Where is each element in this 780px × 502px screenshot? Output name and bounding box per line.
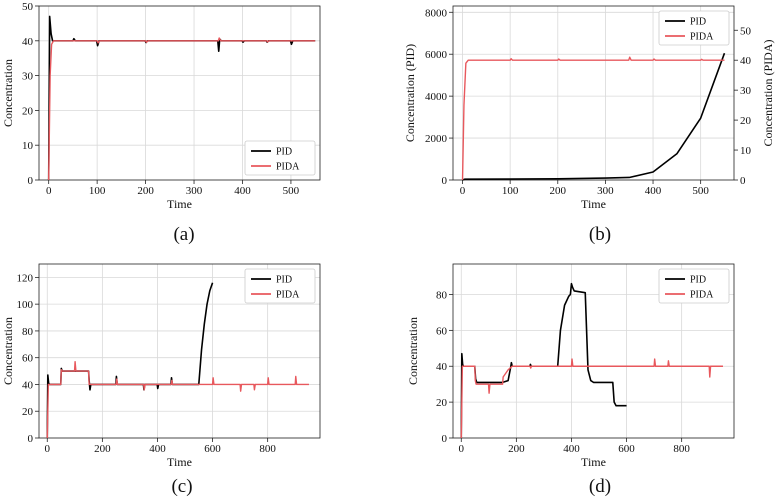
chart-a: 0 100 200 300 400 500 0 10 20 30 40 50 Time Concentra…: [1, 1, 321, 245]
plot-frame: [38, 263, 321, 439]
y-right-tick-label: 20: [740, 115, 752, 127]
y-tick-label: 60: [22, 353, 34, 365]
x-tick-label: 600: [618, 443, 635, 455]
y-axis-label: Concentration: [1, 317, 15, 385]
x-axis-label: Time: [581, 455, 606, 469]
x-tick-label: 100: [502, 185, 519, 197]
y-tick-label: 30: [22, 71, 34, 83]
series-line-pida: [461, 56, 725, 181]
x-tick-label: 300: [186, 185, 203, 197]
x-tick-label: 0: [459, 443, 465, 455]
plot-frame: [452, 263, 735, 439]
y-tick-label: 80: [436, 289, 448, 301]
y-tick-label: 2000: [425, 133, 448, 145]
x-tick-label: 500: [692, 185, 709, 197]
legend-label-pida: PIDA: [690, 32, 714, 43]
x-tick-label: 0: [46, 185, 52, 197]
x-tick-label: 600: [204, 443, 221, 455]
y-tick-label: 80: [22, 326, 34, 338]
chart-c: 0 200 400 600 800 0 20 40 60 80 100 120 Time Concentr…: [1, 263, 321, 497]
x-tick-label: 300: [597, 185, 614, 197]
x-tick-label: 100: [89, 185, 106, 197]
x-tick-label: 200: [508, 443, 525, 455]
x-axis-label: Time: [167, 197, 192, 211]
legend-label-pid: PID: [690, 17, 706, 28]
y-tick-label: 60: [436, 325, 448, 337]
y-tick-label: 120: [17, 272, 34, 284]
panel-caption: (b): [589, 224, 611, 245]
y-tick-label: 10: [22, 140, 34, 152]
y-tick-label: 20: [22, 105, 34, 117]
x-axis-label: Time: [581, 197, 606, 211]
x-tick-label: 0: [45, 443, 51, 455]
legend: PID PIDA: [658, 10, 730, 46]
series-line-pid: [46, 282, 214, 439]
y-right-tick-label: 10: [740, 145, 752, 157]
series-line-pid: [460, 282, 627, 439]
x-tick-label: 800: [673, 443, 690, 455]
y-tick-label: 40: [436, 361, 448, 373]
y-tick-label: 20: [22, 406, 34, 418]
series-line-pida: [460, 358, 723, 439]
panel-caption: (d): [589, 476, 611, 497]
y-tick-label: 0: [28, 433, 34, 445]
legend-label-pida: PIDA: [690, 290, 714, 301]
x-tick-label: 400: [149, 443, 166, 455]
y-tick-label: 40: [22, 36, 34, 48]
x-tick-label: 400: [234, 185, 251, 197]
chart-b: 0 100 200 300 400 500 0 2000 4000 6000 8000 0 10 20 30…: [403, 5, 775, 245]
y-tick-label: 20: [436, 397, 448, 409]
y-tick-label: 8000: [425, 7, 448, 19]
x-tick-label: 500: [283, 185, 300, 197]
plot-frame: [38, 5, 321, 181]
x-tick-label: 200: [94, 443, 111, 455]
series-line-pida: [47, 37, 316, 181]
legend: PID PIDA: [244, 140, 316, 176]
panel-caption: (a): [173, 224, 194, 245]
legend-label-pida: PIDA: [276, 290, 300, 301]
x-tick-label: 0: [460, 185, 466, 197]
plot-frame: [452, 5, 735, 181]
y-tick-label: 0: [442, 175, 448, 187]
legend-label-pid: PID: [690, 275, 706, 286]
legend-label-pid: PID: [276, 147, 292, 158]
y-right-tick-label: 30: [740, 85, 752, 97]
y-axis-label: Concentration: [1, 59, 15, 127]
y-tick-label: 100: [17, 299, 34, 311]
panel-caption: (c): [171, 476, 192, 497]
y-axis-label: Concentration (PID): [403, 44, 417, 142]
x-tick-label: 400: [563, 443, 580, 455]
y-tick-label: 0: [28, 175, 34, 187]
chart-d: 0 200 400 600 800 0 20 40 60 80 Time Concentration P…: [406, 263, 735, 497]
legend: PID PIDA: [658, 268, 730, 304]
y-right-tick-label: 50: [740, 25, 752, 37]
series-line-pida: [46, 361, 309, 439]
x-tick-label: 800: [259, 443, 276, 455]
y-tick-label: 4000: [425, 91, 448, 103]
series-line-pid: [462, 52, 726, 181]
x-tick-label: 400: [645, 185, 662, 197]
x-axis-label: Time: [167, 455, 192, 469]
legend: PID PIDA: [244, 268, 316, 304]
legend-label-pid: PID: [276, 275, 292, 286]
y-axis-label-right: Concentration (PIDA): [761, 40, 775, 147]
x-tick-label: 200: [550, 185, 567, 197]
y-tick-label: 40: [22, 379, 34, 391]
y-right-tick-label: 40: [740, 55, 752, 67]
y-tick-label: 50: [22, 1, 34, 13]
legend-label-pida: PIDA: [276, 162, 300, 173]
x-tick-label: 200: [137, 185, 154, 197]
y-tick-label: 0: [442, 433, 448, 445]
y-axis-label: Concentration: [406, 317, 420, 385]
y-tick-label: 6000: [425, 49, 448, 61]
y-right-tick-label: 0: [740, 175, 746, 187]
